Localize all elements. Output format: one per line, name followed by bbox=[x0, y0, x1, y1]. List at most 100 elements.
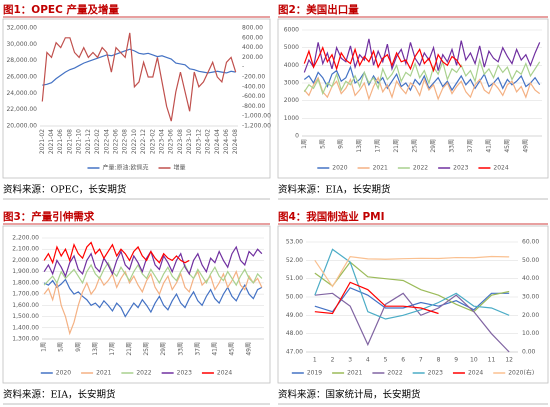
y2-tick-label: 50.00 bbox=[522, 257, 539, 264]
legend-label: 2024 bbox=[468, 370, 483, 377]
chart-frame bbox=[2, 18, 271, 179]
x-tick-label: 2023-10 bbox=[186, 129, 193, 154]
y-tick-label: 32,000.00 bbox=[6, 25, 37, 32]
series-line bbox=[303, 57, 541, 96]
y-tick-label: 52.00 bbox=[286, 257, 303, 264]
legend-label: 2021 bbox=[347, 370, 362, 377]
y2-tick-label: 10.00 bbox=[522, 330, 539, 337]
x-tick-label: 1周 bbox=[41, 342, 48, 352]
legend-label: 2020(右) bbox=[508, 369, 534, 377]
series-line bbox=[303, 45, 462, 73]
x-tick-label: 2 bbox=[331, 357, 335, 364]
series-line bbox=[42, 48, 236, 86]
x-tick-label: 45周 bbox=[228, 342, 235, 356]
x-tick-label: 2021-08 bbox=[66, 129, 73, 154]
x-tick-label: 2024-06 bbox=[223, 129, 230, 154]
y-tick-label: 2,000.00 bbox=[12, 257, 39, 264]
series-line bbox=[43, 270, 263, 336]
x-tick-label: 2022-08 bbox=[122, 129, 129, 154]
x-tick-label: 37周 bbox=[194, 342, 201, 356]
panel-heading: 图4：我国制造业 PMI bbox=[278, 210, 385, 223]
series-line bbox=[43, 241, 190, 265]
series-line bbox=[43, 278, 263, 318]
series-line bbox=[314, 248, 510, 320]
y-tick-label: 4000 bbox=[284, 62, 299, 69]
source-note: 资料来源：OPEC，长安期货 bbox=[3, 184, 126, 196]
y2-tick-label: -400.00 bbox=[242, 83, 265, 90]
x-tick-label: 41周 bbox=[211, 342, 218, 356]
x-tick-label: 1 bbox=[313, 357, 317, 364]
series-line bbox=[314, 261, 510, 313]
x-tick-label: 33周 bbox=[177, 342, 184, 356]
series-line bbox=[314, 281, 439, 315]
y-tick-label: 28,000.00 bbox=[6, 57, 37, 64]
x-tick-label: 2021-04 bbox=[48, 129, 55, 154]
x-tick-label: 2023-04 bbox=[159, 129, 166, 154]
y-tick-label: 50.00 bbox=[286, 294, 303, 301]
y2-tick-label: -600.00 bbox=[242, 93, 265, 100]
y2-tick-label: -1,200.00 bbox=[242, 123, 271, 130]
legend: 2020 2021 2022 2023 2024 bbox=[40, 370, 232, 377]
y-tick-label: 1,400.00 bbox=[12, 324, 39, 331]
x-tick-label: 29周 bbox=[160, 342, 167, 356]
y-tick-label: 1,600.00 bbox=[12, 302, 39, 309]
legend: 2020 2021 2022 2023 2024 bbox=[317, 165, 509, 172]
source-note: 资料来源：国家统计局，长安期货 bbox=[278, 389, 421, 401]
legend-label: 2021 bbox=[373, 165, 388, 172]
legend-label: 2019 bbox=[307, 370, 322, 377]
y-tick-label: 1,800.00 bbox=[12, 279, 39, 286]
x-tick-label: 2023-08 bbox=[177, 129, 184, 154]
y2-tick-label: -1,000.00 bbox=[242, 113, 271, 120]
source-note: 资料来源：EIA，长安期货 bbox=[3, 389, 116, 401]
y-tick-label: 0 bbox=[295, 133, 299, 140]
legend: 2019 2021 2022 2023 2024 2020(右) bbox=[291, 369, 534, 377]
y2-tick-label: 40.00 bbox=[522, 275, 539, 282]
x-tick-label: 13周 bbox=[356, 139, 363, 153]
y-tick-label: 2,100.00 bbox=[12, 246, 39, 253]
y2-tick-label: 400.00 bbox=[242, 44, 263, 51]
x-tick-label: 21周 bbox=[393, 139, 400, 153]
x-tick-label: 2021-06 bbox=[57, 129, 64, 154]
y-tick-label: 48.00 bbox=[286, 330, 303, 337]
x-tick-label: 2023-02 bbox=[149, 129, 156, 154]
legend-label: 2022 bbox=[136, 370, 151, 377]
x-tick-label: 2022-10 bbox=[131, 129, 138, 154]
x-tick-label: 45周 bbox=[504, 139, 511, 153]
x-tick-label: 9 bbox=[454, 357, 458, 364]
panel-heading: 图3：产量引伸需求 bbox=[3, 210, 95, 223]
series-line bbox=[314, 255, 510, 288]
y2-tick-label: 60.00 bbox=[522, 239, 539, 246]
legend-label: 2023 bbox=[428, 370, 443, 377]
series-line bbox=[41, 32, 237, 122]
x-tick-label: 5 bbox=[384, 357, 388, 364]
x-tick-label: 10 bbox=[470, 357, 478, 364]
x-tick-label: 5周 bbox=[319, 139, 326, 149]
series-line bbox=[314, 292, 510, 353]
y2-tick-label: -800.00 bbox=[242, 103, 265, 110]
series-line bbox=[43, 245, 263, 278]
x-tick-label: 41周 bbox=[485, 139, 492, 153]
y-tick-label: 6000 bbox=[284, 27, 299, 34]
x-tick-label: 12 bbox=[505, 357, 513, 364]
y2-tick-label: - bbox=[242, 64, 244, 71]
y-tick-label: 53.00 bbox=[286, 239, 303, 246]
x-tick-label: 37周 bbox=[467, 139, 474, 153]
legend-label: 2023 bbox=[177, 370, 192, 377]
y-tick-label: 2000 bbox=[284, 97, 299, 104]
panel-heading: 图1：OPEC 产量及增量 bbox=[3, 3, 119, 16]
y2-tick-label: 0.00 bbox=[522, 349, 536, 356]
x-tick-label: 2023-06 bbox=[168, 129, 175, 154]
x-tick-label: 25周 bbox=[143, 342, 150, 356]
legend-label: 2020 bbox=[56, 370, 71, 377]
x-tick-label: 6 bbox=[401, 357, 405, 364]
x-tick-label: 11 bbox=[488, 357, 496, 364]
x-tick-label: 3 bbox=[348, 357, 352, 364]
series-line bbox=[43, 261, 263, 287]
x-tick-label: 4 bbox=[366, 357, 370, 364]
y-tick-label: 1,500.00 bbox=[12, 313, 39, 320]
x-tick-label: 2022-12 bbox=[140, 129, 147, 154]
legend-label: 2023 bbox=[453, 165, 468, 172]
y-tick-label: 22,000.00 bbox=[6, 106, 37, 113]
